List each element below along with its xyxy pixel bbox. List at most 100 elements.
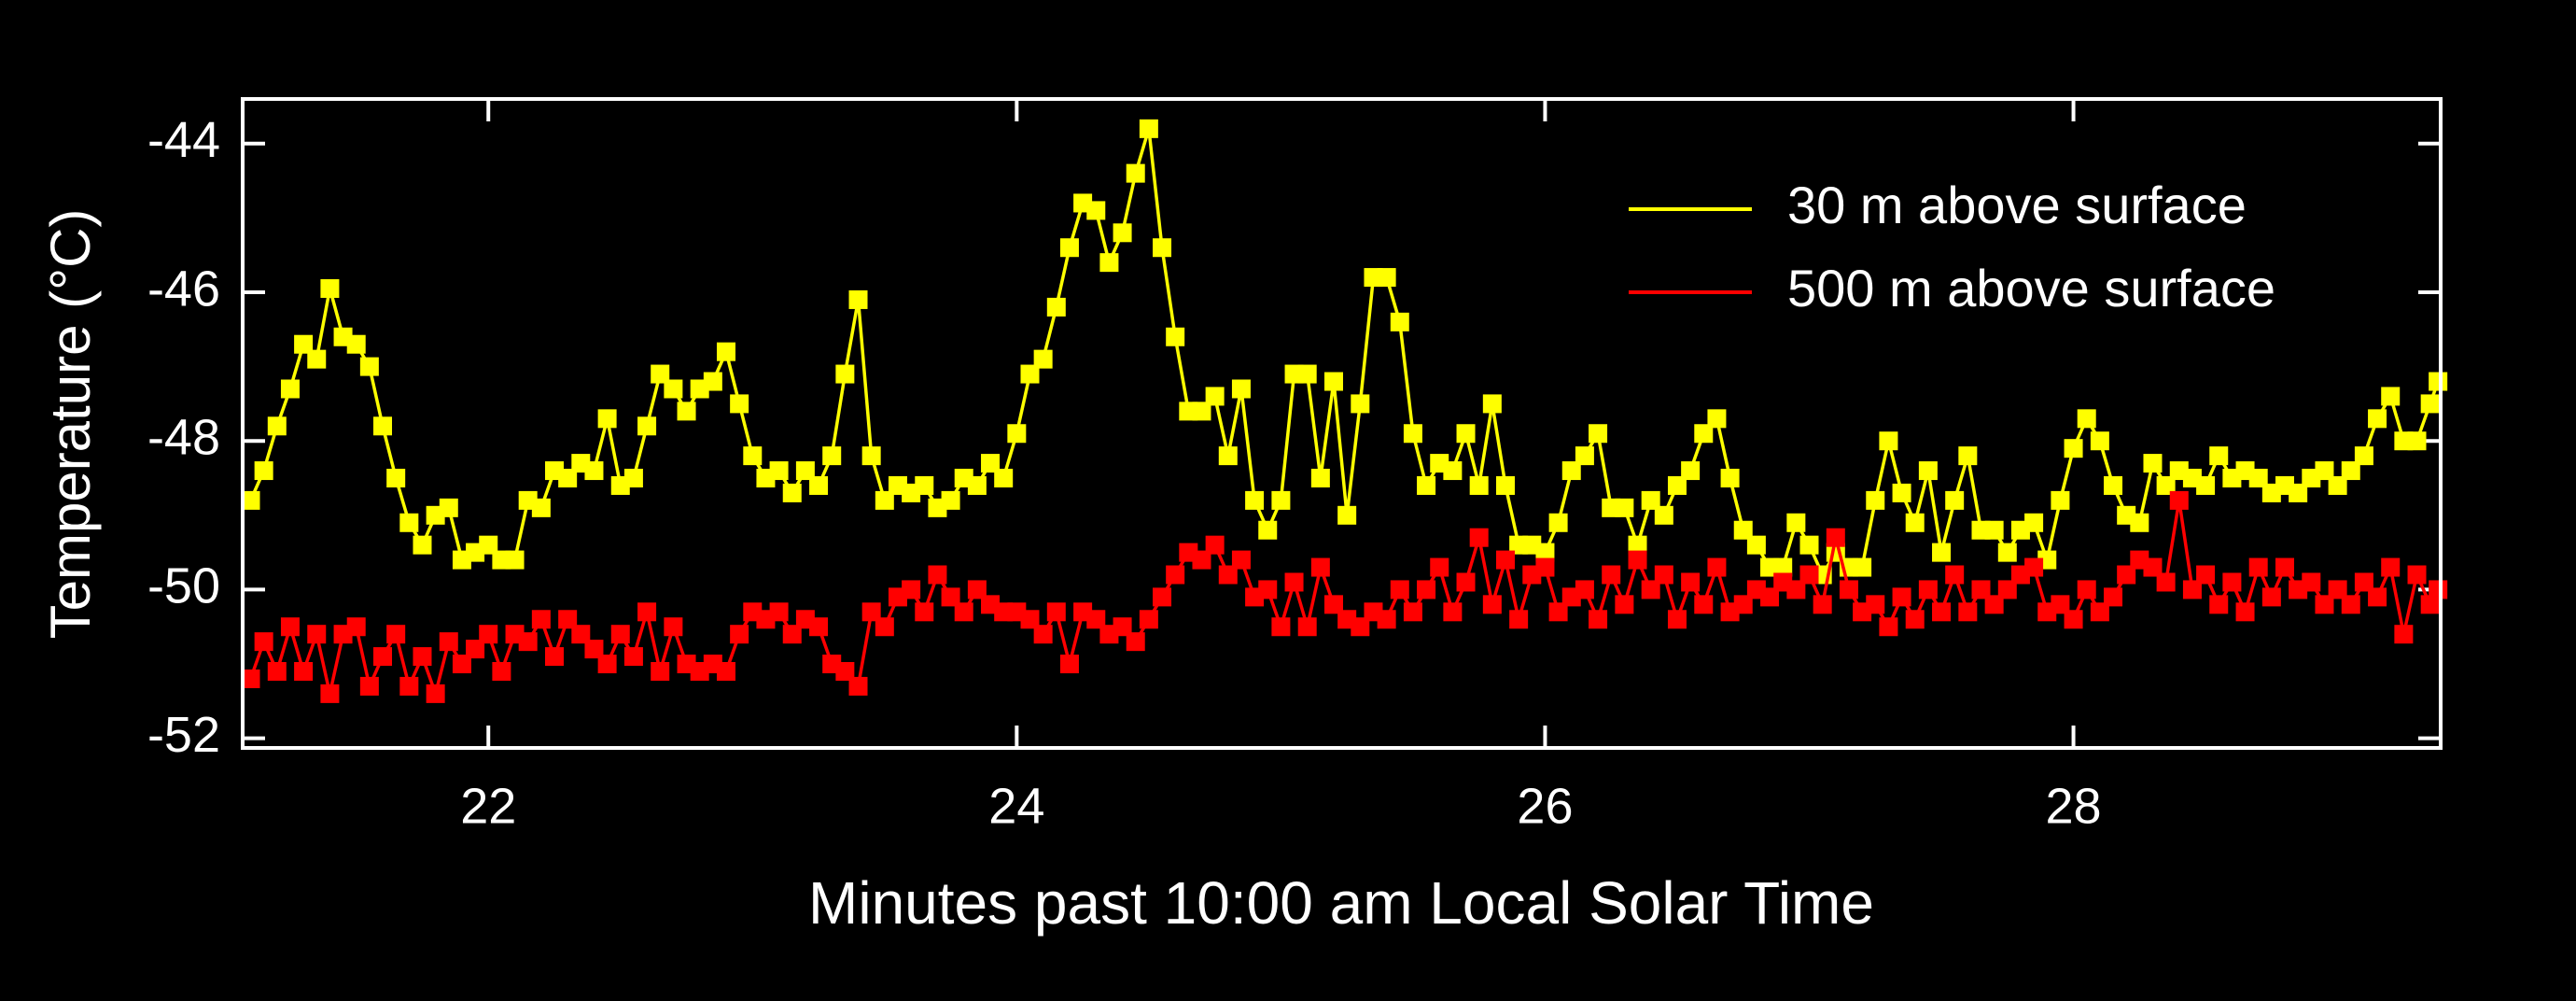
- data-point: [1443, 602, 1463, 622]
- data-point: [1456, 424, 1476, 444]
- legend-label: 30 m above surface: [1787, 176, 2247, 234]
- data-point: [1799, 535, 1819, 555]
- data-point: [2315, 461, 2334, 481]
- data-point: [1602, 565, 1621, 585]
- data-point: [981, 454, 1001, 473]
- data-point: [1997, 580, 2017, 599]
- data-point: [2064, 610, 2083, 629]
- data-point: [1059, 238, 1079, 258]
- data-point: [1205, 535, 1225, 555]
- data-point: [2381, 387, 2401, 406]
- data-point: [1628, 535, 1647, 555]
- x-tick-label: 26: [1517, 778, 1573, 834]
- data-point: [1417, 475, 1436, 495]
- data-point: [1113, 617, 1132, 637]
- data-point: [1337, 505, 1357, 525]
- data-point: [1720, 469, 1740, 488]
- data-point: [677, 402, 696, 421]
- data-point: [584, 461, 604, 481]
- data-point: [2156, 572, 2176, 592]
- data-point: [294, 662, 314, 682]
- data-point: [1615, 498, 1634, 517]
- data-point: [2143, 557, 2163, 577]
- data-point: [1482, 595, 1502, 614]
- data-point: [2315, 595, 2334, 614]
- data-point: [2222, 572, 2242, 592]
- data-point: [1681, 572, 1701, 592]
- data-point: [1443, 461, 1463, 481]
- data-point: [848, 676, 868, 696]
- data-point: [1905, 513, 1925, 532]
- data-point: [1390, 580, 1409, 599]
- data-point: [664, 617, 683, 637]
- data-point: [1932, 602, 1952, 622]
- data-point: [1826, 528, 1845, 547]
- data-point: [1324, 372, 1344, 391]
- data-point: [730, 625, 749, 644]
- data-point: [915, 475, 934, 495]
- data-point: [1589, 610, 1608, 629]
- data-point: [1509, 610, 1529, 629]
- data-point: [1166, 565, 1185, 585]
- data-point: [1932, 543, 1952, 562]
- data-point: [1218, 446, 1238, 466]
- data-point: [1297, 364, 1317, 384]
- data-point: [795, 461, 815, 481]
- data-point: [2104, 475, 2123, 495]
- data-point: [2024, 513, 2044, 532]
- data-point: [1033, 625, 1053, 644]
- data-point: [1694, 424, 1714, 444]
- data-point: [1575, 446, 1594, 466]
- data-point: [386, 469, 406, 488]
- data-point: [479, 535, 498, 555]
- data-point: [861, 446, 881, 466]
- x-tick-label: 28: [2046, 778, 2102, 834]
- data-point: [1694, 595, 1714, 614]
- data-point: [1575, 580, 1594, 599]
- data-point: [1548, 513, 1568, 532]
- data-point: [1351, 394, 1370, 414]
- data-point: [1086, 610, 1106, 629]
- data-point: [1667, 475, 1687, 495]
- data-point: [651, 364, 670, 384]
- data-point: [2209, 595, 2229, 614]
- data-point: [809, 617, 829, 637]
- data-point: [610, 625, 630, 644]
- data-point: [597, 655, 617, 674]
- data-point: [373, 416, 393, 436]
- data-point: [967, 475, 987, 495]
- data-point: [941, 490, 960, 510]
- data-point: [2169, 490, 2189, 510]
- data-point: [1760, 587, 1780, 607]
- data-point: [664, 379, 683, 399]
- data-point: [1218, 565, 1238, 585]
- data-point: [2090, 602, 2109, 622]
- data-point: [1166, 327, 1185, 346]
- data-point: [1615, 595, 1634, 614]
- data-point: [1866, 490, 1885, 510]
- data-point: [346, 617, 366, 637]
- data-point: [2156, 475, 2176, 495]
- data-point: [2196, 565, 2216, 585]
- data-point: [730, 394, 749, 414]
- data-point: [452, 655, 471, 674]
- data-point: [386, 625, 406, 644]
- data-point: [466, 640, 485, 659]
- data-point: [531, 610, 551, 629]
- data-point: [505, 550, 525, 570]
- data-point: [1258, 520, 1278, 540]
- data-point: [875, 617, 894, 637]
- data-point: [2196, 475, 2216, 495]
- data-point: [637, 602, 657, 622]
- data-point: [2248, 469, 2268, 488]
- data-point: [2381, 557, 2401, 577]
- data-point: [426, 684, 445, 703]
- data-point: [716, 342, 735, 361]
- data-point: [280, 379, 300, 399]
- data-point: [835, 364, 855, 384]
- data-point: [571, 625, 591, 644]
- data-point: [1469, 475, 1489, 495]
- data-point: [1905, 610, 1925, 629]
- data-point: [1945, 565, 1965, 585]
